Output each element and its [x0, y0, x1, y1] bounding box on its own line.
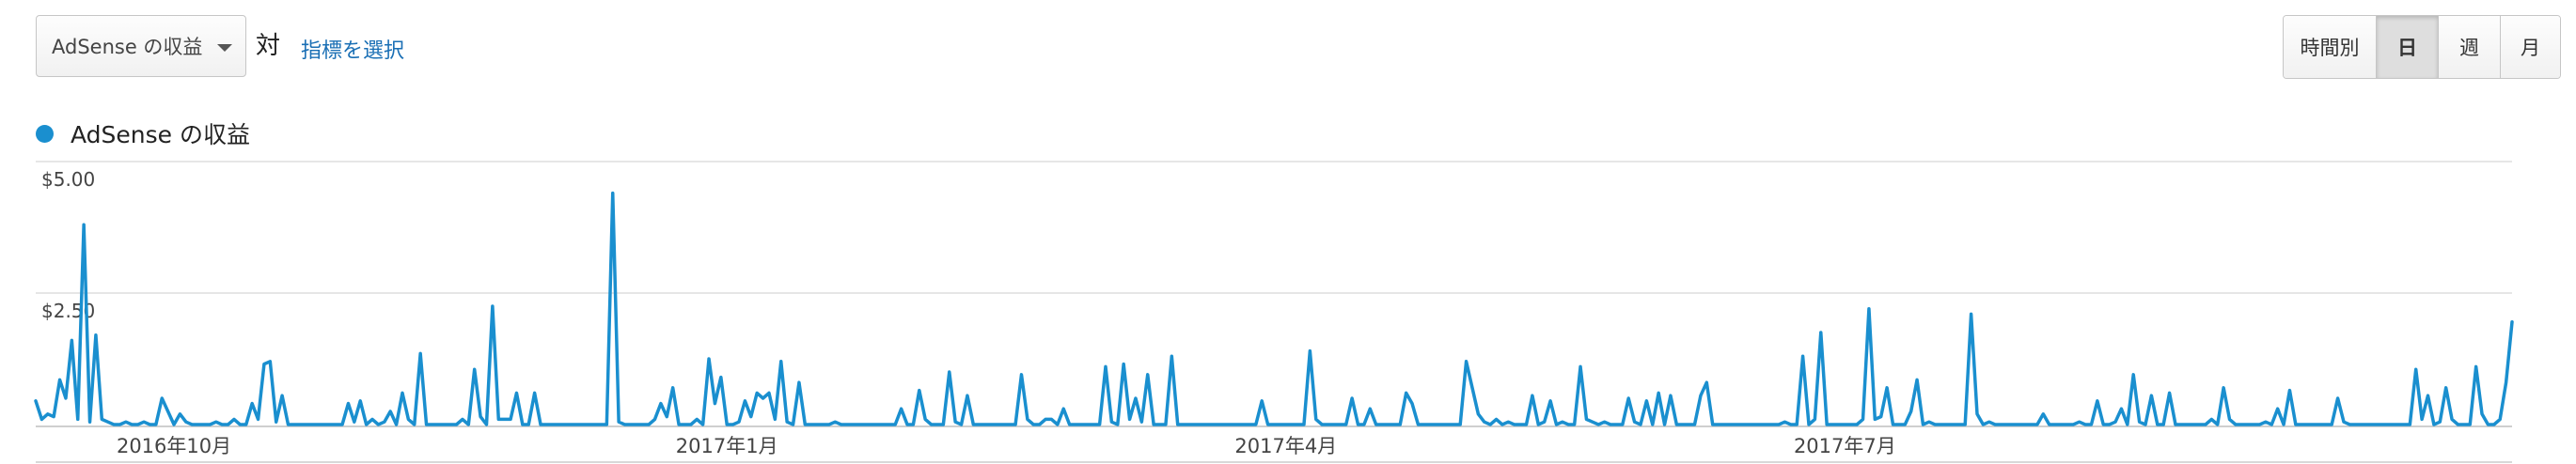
legend-label: AdSense の収益: [71, 121, 250, 148]
x-tick-label: 2017年4月: [1234, 435, 1337, 457]
legend-dot-icon: [36, 124, 54, 143]
select-metric-link[interactable]: 指標を選択: [301, 39, 405, 63]
x-tick-label: 2016年10月: [117, 435, 231, 457]
granularity-month-button[interactable]: 月: [2500, 16, 2560, 78]
x-axis-labels: 2016年10月 2017年1月 2017年4月 2017年7月: [117, 435, 1896, 457]
series-line-adsense-revenue: [34, 191, 2514, 426]
granularity-week-button[interactable]: 週: [2438, 16, 2500, 78]
granularity-hourly-button[interactable]: 時間別: [2284, 16, 2376, 78]
chart-legend: AdSense の収益: [36, 116, 250, 150]
metric-select[interactable]: AdSense の収益: [36, 15, 246, 77]
granularity-toggle: 時間別 日 週 月: [2283, 15, 2561, 79]
chart-gridlines: [36, 161, 2512, 463]
vs-label: 対: [256, 32, 281, 60]
dropdown-caret-icon: [217, 44, 232, 52]
x-tick-label: 2017年7月: [1794, 435, 1896, 457]
granularity-day-button[interactable]: 日: [2376, 16, 2438, 78]
x-tick-label: 2017年1月: [676, 435, 778, 457]
metric-select-value: AdSense の収益: [52, 36, 203, 58]
y-tick-label: $5.00: [41, 168, 95, 191]
